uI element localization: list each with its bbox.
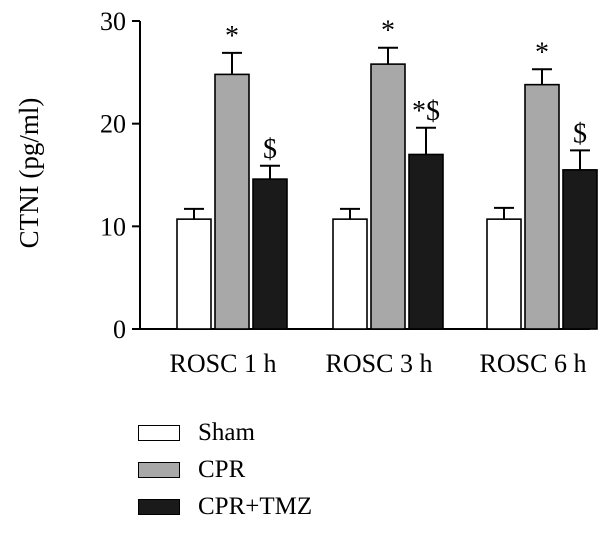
bar: [214, 73, 250, 330]
legend-swatch-cpr-tmz: [138, 499, 180, 515]
bar: [176, 218, 212, 330]
significance-marker: *: [535, 37, 549, 68]
significance-marker: *: [381, 16, 395, 47]
significance-marker: *: [225, 21, 239, 52]
legend-item-cpr-tmz: CPR+TMZ: [132, 492, 432, 522]
x-tick-labels: ROSC 1 h ROSC 3 h ROSC 6 h: [170, 349, 587, 378]
x-tick-label: ROSC 3 h: [326, 349, 433, 378]
y-tick-label: 30: [100, 7, 126, 36]
bars: * **$*$$: [176, 16, 598, 330]
bar: [486, 218, 522, 330]
legend-label-sham: Sham: [198, 419, 255, 446]
legend-item-sham: Sham: [132, 418, 432, 448]
y-tick-label: 20: [100, 110, 126, 139]
bar: [370, 63, 406, 330]
significance-marker: *$: [412, 96, 440, 127]
significance-marker: $: [573, 118, 587, 149]
legend-item-cpr: CPR: [132, 455, 432, 485]
x-tick-label: ROSC 6 h: [480, 349, 587, 378]
bar: [408, 153, 444, 330]
legend-swatch-cpr: [138, 462, 180, 478]
legend-swatch-sham: [138, 425, 180, 441]
y-tick-label: 10: [100, 212, 126, 241]
bar: [332, 218, 368, 330]
bar: [524, 83, 560, 330]
legend-label-cpr-tmz: CPR+TMZ: [198, 493, 313, 520]
bar: [252, 178, 288, 330]
legend-label-cpr: CPR: [198, 456, 246, 483]
bar: [562, 169, 598, 330]
y-ticks: 0 10 20 30: [100, 7, 140, 344]
y-tick-label: 0: [113, 315, 126, 344]
y-axis-label: CTNI (pg/ml): [14, 98, 44, 249]
x-tick-label: ROSC 1 h: [170, 349, 277, 378]
significance-marker: $: [263, 134, 277, 165]
